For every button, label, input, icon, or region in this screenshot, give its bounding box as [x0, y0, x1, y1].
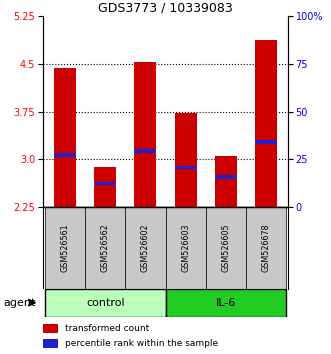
- Bar: [215, 175, 237, 179]
- Bar: [246, 207, 286, 289]
- Text: GSM526562: GSM526562: [101, 223, 110, 272]
- Bar: [166, 289, 286, 317]
- Bar: [54, 153, 76, 157]
- Text: GSM526603: GSM526603: [181, 223, 190, 272]
- Bar: [255, 140, 277, 144]
- Bar: [166, 207, 206, 289]
- Text: GSM526605: GSM526605: [221, 223, 230, 272]
- Text: percentile rank within the sample: percentile rank within the sample: [65, 339, 218, 348]
- Bar: [134, 149, 157, 153]
- Bar: [85, 207, 125, 289]
- Bar: [43, 324, 58, 333]
- Bar: [215, 156, 237, 207]
- Bar: [94, 167, 116, 207]
- Text: agent: agent: [3, 298, 36, 308]
- Bar: [125, 207, 166, 289]
- Bar: [255, 40, 277, 207]
- Bar: [45, 207, 85, 289]
- Bar: [174, 113, 197, 207]
- Bar: [45, 289, 166, 317]
- Bar: [54, 68, 76, 207]
- Text: GSM526561: GSM526561: [61, 223, 70, 272]
- Bar: [174, 166, 197, 170]
- Text: IL-6: IL-6: [215, 298, 236, 308]
- Text: control: control: [86, 298, 124, 308]
- Bar: [94, 182, 116, 185]
- Title: GDS3773 / 10339083: GDS3773 / 10339083: [98, 2, 233, 15]
- Text: GSM526602: GSM526602: [141, 223, 150, 272]
- Text: GSM526678: GSM526678: [261, 223, 270, 272]
- Text: transformed count: transformed count: [65, 324, 149, 333]
- Bar: [43, 339, 58, 348]
- Bar: [206, 207, 246, 289]
- Bar: [134, 62, 157, 207]
